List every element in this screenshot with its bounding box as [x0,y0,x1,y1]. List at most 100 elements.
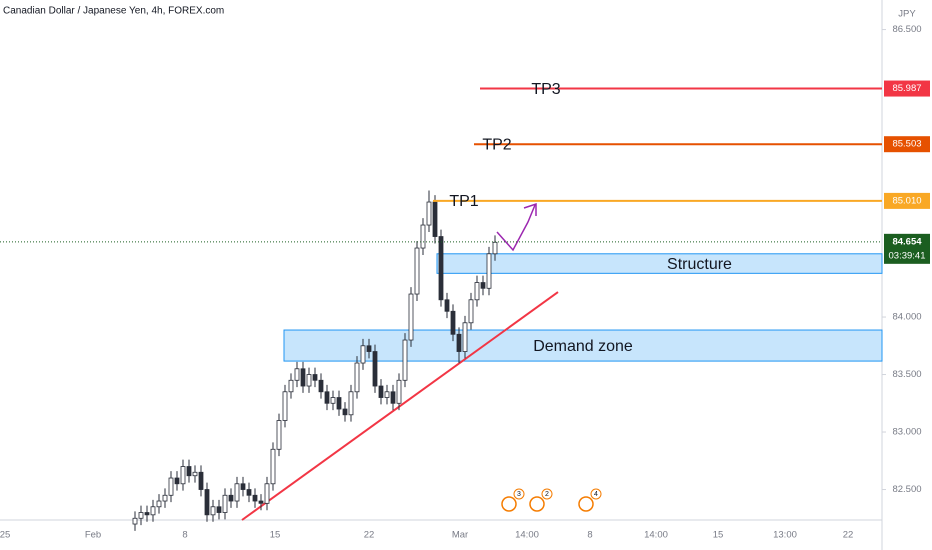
x-tick-label: 22 [364,530,375,541]
zone-label: Demand zone [533,338,633,355]
candle-body [432,201,438,237]
candle-body [222,494,228,513]
y-tick-label: 83.000 [892,427,921,438]
price-tag [884,80,930,97]
candle-body [192,471,198,477]
candle-body [294,368,300,381]
candle-body [168,477,174,496]
candle-body [420,224,426,249]
candle-body [144,512,150,516]
candle-body [240,483,246,490]
candle-body [474,282,480,301]
candle-body [162,494,168,502]
candle-body [372,351,378,387]
event-badge [590,488,602,500]
candle-body [300,368,306,387]
event-icon [578,496,594,512]
price-tag-label: 85.987 [892,83,921,94]
candle-body [150,506,156,516]
candle-body [210,506,216,516]
candle-body [216,506,222,513]
event-badge [541,488,553,500]
candle-body [426,201,432,226]
countdown: 03:39:41 [889,250,926,261]
candle-body [270,448,276,485]
candle-body [252,494,258,502]
chart-title: Canadian Dollar / Japanese Yen, 4h, FORE… [3,6,224,17]
target-name: TP1 [449,193,478,210]
x-tick-label: Feb [85,530,101,541]
price-tag [884,136,930,153]
x-tick-label: 15 [270,530,281,541]
candle-body [480,282,486,289]
candle-body [264,483,270,504]
current-price-label: 84.654 [892,236,922,247]
candle-body [414,247,420,295]
x-tick-label: 14:00 [644,530,668,541]
x-tick-label: 15 [713,530,724,541]
candle-body [318,379,324,393]
candle-body [324,391,330,404]
candle-body [468,299,474,324]
zone [436,253,883,274]
candle-body [366,345,372,352]
candle-body [342,408,348,416]
candle-body [186,466,192,477]
projection-arrow [496,204,536,252]
candle-body [132,517,138,525]
candle-body [378,385,384,398]
candle-body [492,241,498,255]
candle-body [486,253,492,289]
candle-body [438,236,444,301]
candle-body [198,471,204,490]
currency: JPY [898,9,916,20]
target-name: TP2 [482,136,511,153]
event-count: 2 [545,491,549,498]
event-icon [529,496,545,512]
candle-body [450,310,456,335]
candle-body [384,391,390,398]
candle-body [156,500,162,508]
event-icon [501,496,517,512]
x-tick-label: 14:00 [515,530,539,541]
candle-body [402,339,408,381]
candle-body [408,293,414,341]
x-tick-label: Mar [452,530,468,541]
candle-body [234,483,240,502]
candle-body [138,512,144,519]
x-tick-label: 22 [843,530,854,541]
y-tick-label: 86.500 [892,24,921,35]
price-tag [884,192,930,209]
candle-body [462,322,468,352]
event-count: 4 [594,491,598,498]
candle-body [336,397,342,410]
candle-body [348,391,354,416]
candle-body [204,489,210,516]
candle-body [180,466,186,485]
trendline [241,291,559,521]
candle-body [396,379,402,404]
x-tick-label: 8 [182,530,187,541]
candle-body [246,489,252,496]
price-tag-label: 85.010 [892,195,921,206]
x-tick-label: 8 [587,530,592,541]
current-price-tag [884,233,930,264]
x-tick-label: 25 [0,530,10,541]
y-tick-label: 82.500 [892,484,921,495]
event-count: 3 [517,491,521,498]
candle-body [360,345,366,364]
candle-body [330,397,336,404]
candle-body [312,374,318,381]
projection-arrow-head [523,202,537,216]
candle-body [456,333,462,352]
y-tick-label: 84.000 [892,312,921,323]
candle-body [390,391,396,404]
zone-label: Structure [667,256,732,273]
price-tag-label: 85.503 [892,139,921,150]
candle-body [174,477,180,485]
candle-body [282,391,288,421]
y-tick-label: 83.500 [892,369,921,380]
candle-body [288,379,294,393]
